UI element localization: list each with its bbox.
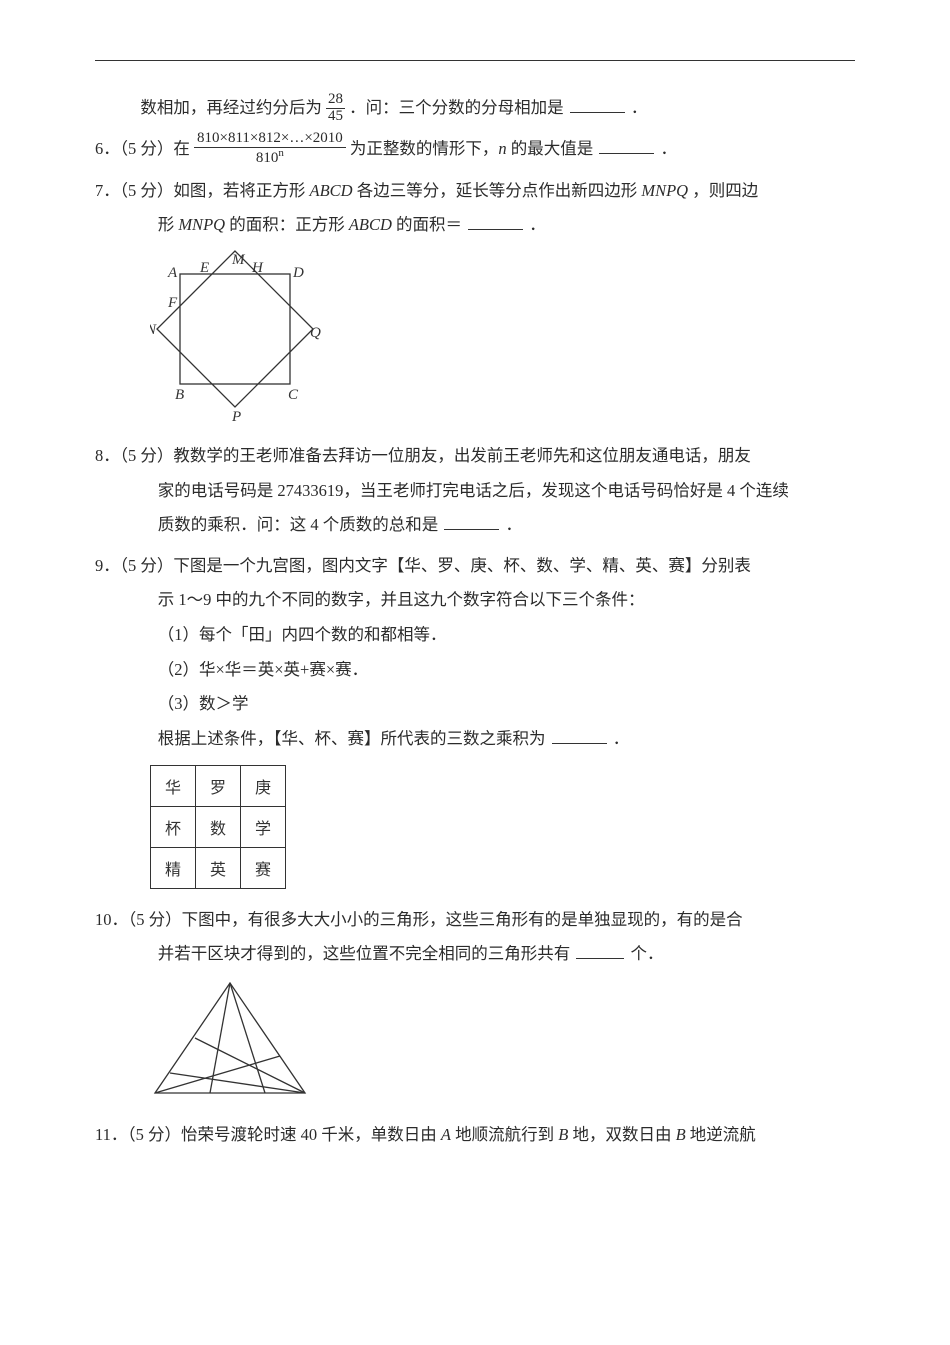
svg-text:B: B (175, 387, 184, 403)
q10-blank (576, 943, 624, 959)
q10-svg (150, 978, 315, 1103)
svg-text:F: F (167, 295, 178, 311)
q6-label: 6．（5 分）在 (95, 139, 190, 158)
q10-label: 10．（5 分）下图中，有很多大大小小的三角形，这些三角形有的是单独显现的，有的… (95, 910, 743, 929)
svg-text:N: N (150, 322, 157, 338)
q7-end: ． (529, 215, 546, 234)
top-rule (95, 60, 855, 61)
q7-abcd-2: ABCD (349, 215, 392, 234)
q5-blank (570, 97, 625, 113)
q8-end: ． (505, 515, 522, 534)
q9-c3: （3）数＞学 (158, 687, 855, 722)
question-8: 8．（5 分）教数学的王老师准备去拜访一位朋友，出发前王老师先和这位朋友通电话，… (95, 439, 855, 543)
q9-grid: 华 罗 庚 杯 数 学 精 英 赛 (150, 765, 286, 889)
q9-line6a: 根据上述条件，【华、杯、赛】所代表的三数之乘积为 (158, 729, 546, 748)
q11-mid1: 地顺流航行到 (455, 1125, 558, 1144)
question-11: 11．（5 分）怡荣号渡轮时速 40 千米，单数日由 A 地顺流航行到 B 地，… (95, 1118, 855, 1153)
q7-line2c: 的面积＝ (396, 215, 462, 234)
grid-cell: 庚 (241, 765, 286, 806)
q7-abcd-1: ABCD (310, 181, 353, 200)
q6-tail: 的最大值是 (511, 139, 594, 158)
q11-A-1: A (441, 1125, 451, 1144)
q5-fraction: 28 45 (326, 92, 345, 125)
q7-figure: M A E H D F N Q B C P (150, 249, 855, 429)
q11-B-2: B (676, 1125, 686, 1144)
q6-mid: 为正整数的情形下， (350, 139, 499, 158)
q9-line2: 示 1～9 中的九个不同的数字，并且这九个数字符合以下三个条件： (158, 583, 855, 618)
q8-line3a: 质数的乘积．问：这 4 个质数的总和是 (158, 515, 439, 534)
svg-text:M: M (231, 252, 246, 268)
grid-cell: 杯 (151, 806, 196, 847)
q6-blank (599, 138, 654, 154)
q6-expr-den-exp: n (278, 147, 284, 159)
q9-blank (552, 728, 607, 744)
q6-var-n: n (498, 139, 506, 158)
q9-c1: （1）每个「田」内四个数的和都相等． (158, 618, 855, 653)
q8-blank (444, 514, 499, 530)
q9-label: 9．（5 分）下图是一个九宫图，图内文字【华、罗、庚、杯、数、学、精、英、赛】分… (95, 556, 751, 575)
q7-line2b: 的面积：正方形 (229, 215, 349, 234)
q6-expr-den: 810n (194, 148, 346, 167)
q7-mnpq-2: MNPQ (178, 215, 225, 234)
q6-expression: 810×811×812×…×2010 810n (194, 131, 346, 167)
svg-text:Q: Q (310, 325, 321, 341)
q9-end: ． (613, 729, 630, 748)
question-10: 10．（5 分）下图中，有很多大大小小的三角形，这些三角形有的是单独显现的，有的… (95, 903, 855, 972)
q7-line2a: 形 (158, 215, 179, 234)
grid-cell: 学 (241, 806, 286, 847)
grid-cell: 数 (196, 806, 241, 847)
q11-label: 11．（5 分）怡荣号渡轮时速 40 千米，单数日由 (95, 1125, 441, 1144)
q5-frac-den: 45 (326, 109, 345, 125)
q5-text-b: ．问：三个分数的分母相加是 (349, 98, 564, 117)
q11-mid2: 地，双数日由 (572, 1125, 675, 1144)
q8-line2: 家的电话号码是 27433619，当王老师打完电话之后，发现这个电话号码恰好是 … (158, 474, 855, 509)
q5-frac-num: 28 (326, 92, 345, 109)
q11-B-1: B (558, 1125, 568, 1144)
q5-text-a: 数相加，再经过约分后为 (140, 98, 322, 117)
q7-mnpq-1: MNPQ (641, 181, 688, 200)
q10-line2b: 个． (630, 944, 663, 963)
svg-text:A: A (167, 265, 178, 281)
q7-mid2: ，则四边 (692, 181, 758, 200)
svg-text:D: D (292, 265, 304, 281)
q6-end: ． (661, 139, 678, 158)
q7-mid1: 各边三等分，延长等分点作出新四边形 (357, 181, 642, 200)
q10-figure (150, 978, 855, 1108)
question-9: 9．（5 分）下图是一个九宫图，图内文字【华、罗、庚、杯、数、学、精、英、赛】分… (95, 549, 855, 757)
svg-text:H: H (251, 260, 264, 276)
svg-text:E: E (199, 260, 209, 276)
grid-cell: 赛 (241, 847, 286, 888)
q5-end: ． (631, 98, 648, 117)
q7-svg: M A E H D F N Q B C P (150, 249, 330, 424)
grid-cell: 英 (196, 847, 241, 888)
grid-cell: 华 (151, 765, 196, 806)
svg-text:P: P (231, 409, 241, 424)
q11-mid3: 地逆流航 (690, 1125, 756, 1144)
question-6: 6．（5 分）在 810×811×812×…×2010 810n 为正整数的情形… (95, 132, 855, 168)
q9-c2: （2）华×华＝英×英+赛×赛． (158, 653, 855, 688)
q7-blank (468, 214, 523, 230)
grid-cell: 罗 (196, 765, 241, 806)
question-5-tail: 数相加，再经过约分后为 28 45 ．问：三个分数的分母相加是 ． (95, 91, 855, 126)
q10-line2a: 并若干区块才得到的，这些位置不完全相同的三角形共有 (158, 944, 571, 963)
q6-expr-den-base: 810 (256, 150, 279, 166)
q8-label: 8．（5 分）教数学的王老师准备去拜访一位朋友，出发前王老师先和这位朋友通电话，… (95, 446, 751, 465)
question-7: 7．（5 分）如图，若将正方形 ABCD 各边三等分，延长等分点作出新四边形 M… (95, 174, 855, 243)
q6-expr-num: 810×811×812×…×2010 (194, 131, 346, 148)
svg-text:C: C (288, 387, 299, 403)
q7-label: 7．（5 分）如图，若将正方形 (95, 181, 310, 200)
grid-cell: 精 (151, 847, 196, 888)
